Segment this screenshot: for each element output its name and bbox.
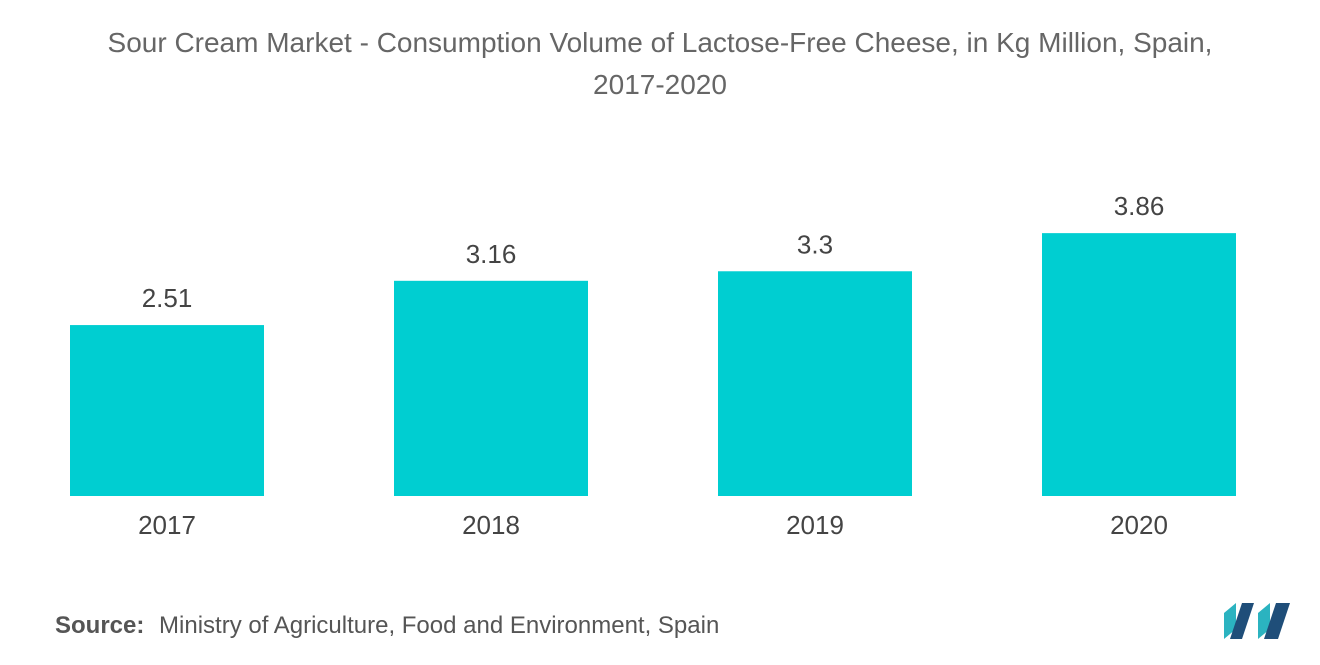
value-label-2020: 3.86 [1114,191,1165,221]
chart-title-line-2: 2017-2020 [593,69,727,100]
bar-2017 [70,325,264,496]
chart-title: Sour Cream Market - Consumption Volume o… [0,22,1320,106]
logo-shape-mid-left [1230,603,1254,639]
x-tick-label-2018: 2018 [462,510,520,540]
logo-shape-right [1264,603,1290,639]
source-note: Source: Ministry of Agriculture, Food an… [55,612,719,640]
bar-2018 [394,280,588,496]
bar-chart: 2.51 2017 3.16 2018 3.3 2019 3.86 2020 [70,191,1236,540]
value-label-2019: 3.3 [797,229,833,259]
source-label: Source: [55,612,145,639]
value-label-2018: 3.16 [466,239,517,269]
bar-2020 [1042,233,1236,496]
brand-logo-icon [1224,603,1290,639]
x-tick-label-2020: 2020 [1110,510,1168,540]
x-tick-label-2019: 2019 [786,510,844,540]
chart-title-line-1: Sour Cream Market - Consumption Volume o… [107,27,1213,58]
x-tick-label-2017: 2017 [138,510,196,540]
bar-2019 [718,271,912,496]
value-label-2017: 2.51 [142,283,193,313]
source-text: Ministry of Agriculture, Food and Enviro… [159,612,720,639]
